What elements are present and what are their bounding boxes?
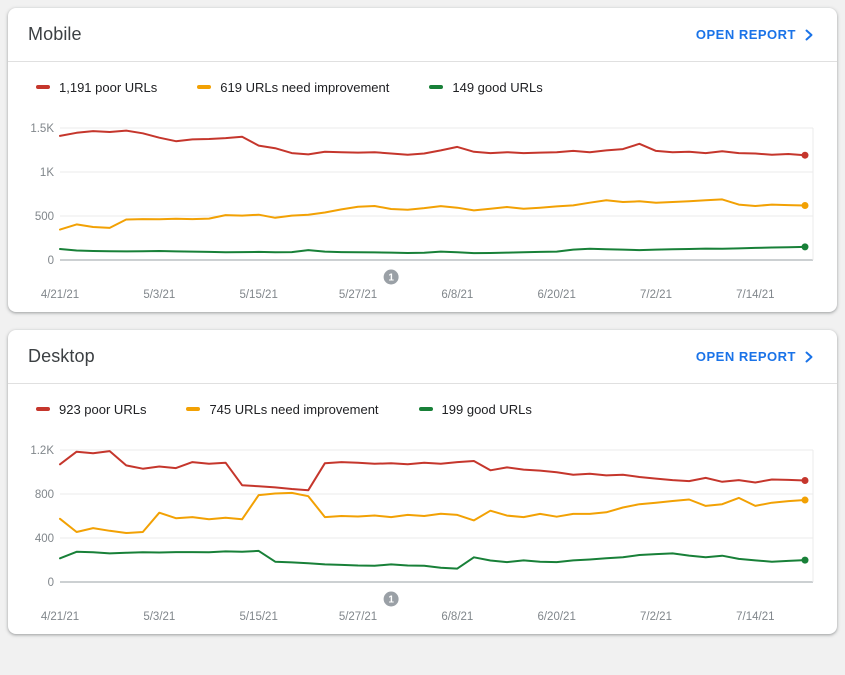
series-end-dot-0 xyxy=(801,476,809,484)
open-report-label: OPEN REPORT xyxy=(695,27,796,42)
page: Mobile OPEN REPORT 1,191 poor URLs 619 U… xyxy=(8,8,837,634)
series-end-dot-1 xyxy=(801,202,809,210)
chevron-right-icon xyxy=(805,29,813,41)
desktop-line-chart: 0 400 800 1.2K 4/21/21 5/3/21 5/15/21 5/27/21 6/… xyxy=(8,434,837,634)
open-report-link-desktop[interactable]: OPEN REPORT xyxy=(696,349,813,364)
mobile-card: Mobile OPEN REPORT 1,191 poor URLs 619 U… xyxy=(8,8,837,312)
desktop-card-header: Desktop OPEN REPORT xyxy=(8,330,837,384)
series-end-dot-0 xyxy=(801,151,809,159)
legend-label-poor: 923 poor URLs xyxy=(59,401,147,417)
legend-item-needs-improvement: 619 URLs need improvement xyxy=(197,80,389,95)
card-title-mobile: Mobile xyxy=(28,24,82,44)
legend-label-good: 199 good URLs xyxy=(441,401,532,417)
legend-item-good: 199 good URLs xyxy=(418,401,532,417)
x-tick-label: 5/15/21 xyxy=(239,289,277,301)
y-tick-label: 1.5K xyxy=(30,123,54,135)
legend-item-needs-improvement: 745 URLs need improvement xyxy=(186,401,379,417)
needs-improvement-series-dash xyxy=(197,85,212,89)
poor-series-dash xyxy=(36,407,50,411)
y-tick-label: 0 xyxy=(48,255,54,267)
poor-series-dash xyxy=(36,85,50,89)
annotation-marker[interactable] xyxy=(383,269,399,285)
annotation-marker-label: 1 xyxy=(388,273,394,284)
card-title-desktop: Desktop xyxy=(28,346,95,366)
legend-item-poor: 1,191 poor URLs xyxy=(36,80,157,95)
y-tick-label: 1K xyxy=(40,167,54,179)
x-tick-label: 5/3/21 xyxy=(143,611,175,623)
needs-improvement-series-dash xyxy=(186,407,201,411)
series-line-0 xyxy=(59,129,806,157)
x-tick-label: 5/27/21 xyxy=(339,611,377,623)
x-tick-label: 6/20/21 xyxy=(537,289,575,301)
legend-label-needs-improvement: 745 URLs need improvement xyxy=(209,401,379,417)
series-end-dot-2 xyxy=(801,243,809,251)
series-end-dot-2 xyxy=(801,556,809,564)
series-line-0 xyxy=(59,450,806,492)
x-tick-label: 5/27/21 xyxy=(339,289,377,301)
series-line-1 xyxy=(59,198,806,231)
series-line-2 xyxy=(59,549,806,570)
x-tick-label: 4/21/21 xyxy=(41,289,79,301)
series-end-dot-1 xyxy=(801,496,809,504)
mobile-card-header: Mobile OPEN REPORT xyxy=(8,8,837,62)
annotation-marker-label: 1 xyxy=(388,595,394,606)
y-tick-label: 400 xyxy=(35,533,54,545)
x-tick-label: 5/3/21 xyxy=(143,289,175,301)
desktop-card: Desktop OPEN REPORT 923 poor URLs 745 UR… xyxy=(8,330,837,634)
x-tick-label: 6/20/21 xyxy=(537,611,575,623)
x-tick-label: 6/8/21 xyxy=(441,611,473,623)
legend-item-poor: 923 poor URLs xyxy=(36,402,146,417)
open-report-label: OPEN REPORT xyxy=(695,349,796,364)
mobile-chart-svg: 0 500 1K 1.5K 4/21/21 5/3/21 5/15/21 5/27/21 6/8… xyxy=(30,123,814,301)
x-tick-label: 4/21/21 xyxy=(41,611,79,623)
legend-label-good: 149 good URLs xyxy=(452,79,543,95)
y-tick-label: 800 xyxy=(35,489,54,501)
good-series-dash xyxy=(429,85,444,89)
series-line-2 xyxy=(59,245,806,255)
legend-mobile: 1,191 poor URLs 619 URLs need improvemen… xyxy=(8,62,837,112)
x-tick-label: 7/2/21 xyxy=(640,289,672,301)
desktop-chart-svg: 0 400 800 1.2K 4/21/21 5/3/21 5/15/21 5/27/21 6/… xyxy=(30,445,814,623)
legend-label-needs-improvement: 619 URLs need improvement xyxy=(220,79,390,95)
y-tick-label: 0 xyxy=(48,577,54,589)
good-series-dash xyxy=(418,407,433,411)
legend-label-poor: 1,191 poor URLs xyxy=(59,79,158,95)
y-tick-label: 500 xyxy=(35,211,54,223)
annotation-marker[interactable] xyxy=(383,591,399,607)
series-line-1 xyxy=(59,491,806,534)
x-tick-label: 7/2/21 xyxy=(640,611,672,623)
legend-item-good: 149 good URLs xyxy=(429,79,543,95)
chevron-right-icon xyxy=(805,351,813,363)
y-tick-label: 1.2K xyxy=(30,445,54,457)
open-report-link-mobile[interactable]: OPEN REPORT xyxy=(696,27,813,42)
mobile-line-chart: 0 500 1K 1.5K 4/21/21 5/3/21 5/15/21 5/27/21 6/8… xyxy=(8,112,837,312)
x-tick-label: 7/14/21 xyxy=(736,289,774,301)
x-tick-label: 7/14/21 xyxy=(736,611,774,623)
legend-desktop: 923 poor URLs 745 URLs need improvement … xyxy=(8,384,837,434)
x-tick-label: 6/8/21 xyxy=(441,289,473,301)
x-tick-label: 5/15/21 xyxy=(239,611,277,623)
